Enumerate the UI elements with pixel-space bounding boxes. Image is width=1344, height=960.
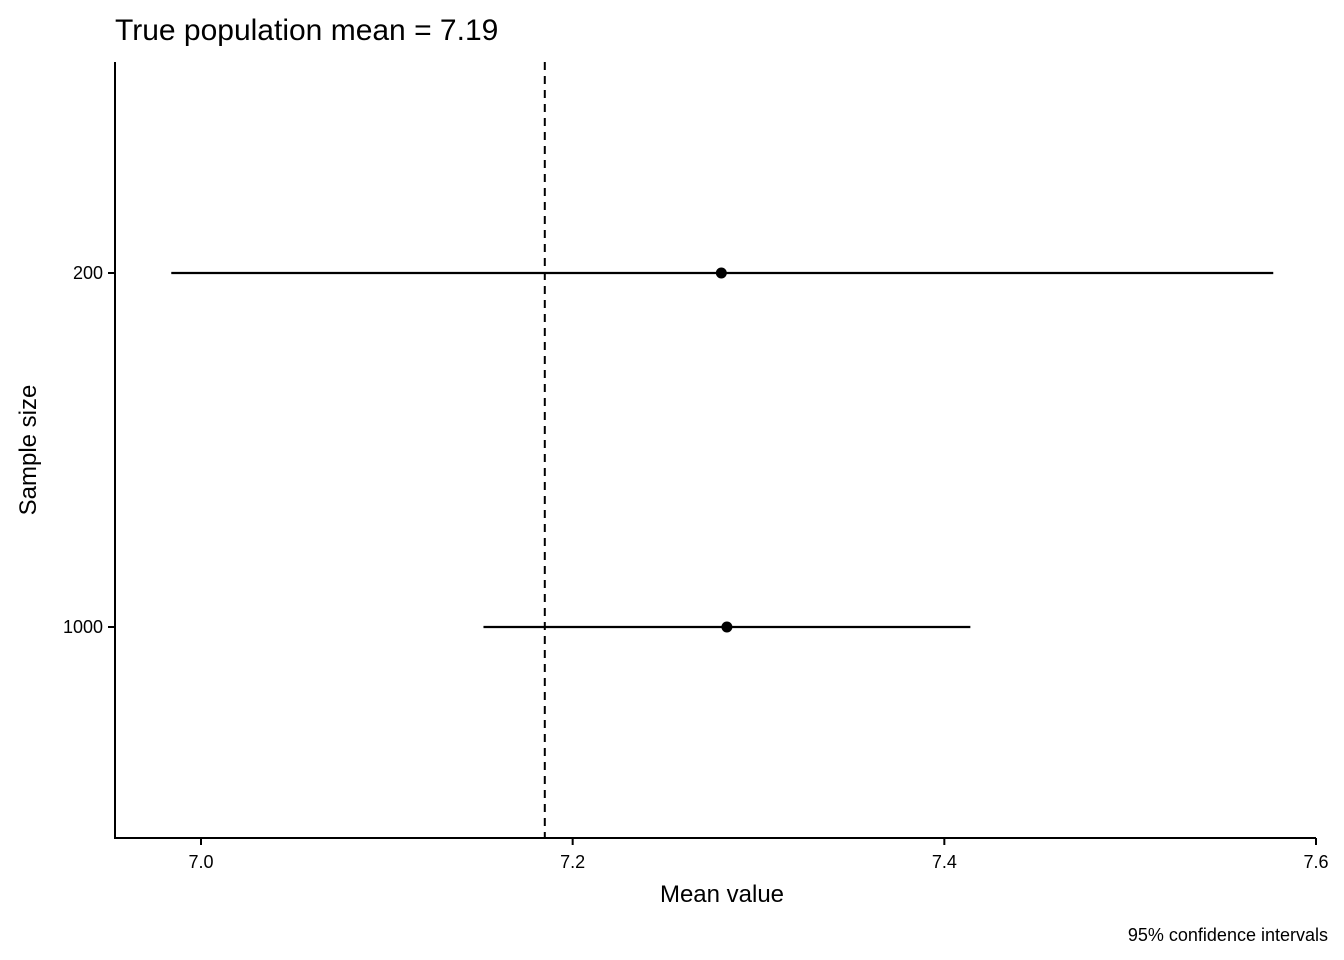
- mean-point-200: [715, 267, 727, 279]
- caption: 95% confidence intervals: [1128, 925, 1328, 945]
- x-axis-label: Mean value: [660, 881, 784, 908]
- y-axis-label: Sample size: [15, 385, 42, 516]
- y-tick-label: 200: [73, 263, 103, 283]
- x-tick-label: 7.2: [560, 852, 585, 872]
- x-tick-label: 7.4: [932, 852, 957, 872]
- mean-point-1000: [721, 621, 733, 633]
- x-tick-label: 7.6: [1303, 852, 1328, 872]
- y-tick-label: 1000: [63, 617, 103, 637]
- chart-title: True population mean = 7.19: [115, 14, 498, 47]
- x-tick-label: 7.0: [188, 852, 213, 872]
